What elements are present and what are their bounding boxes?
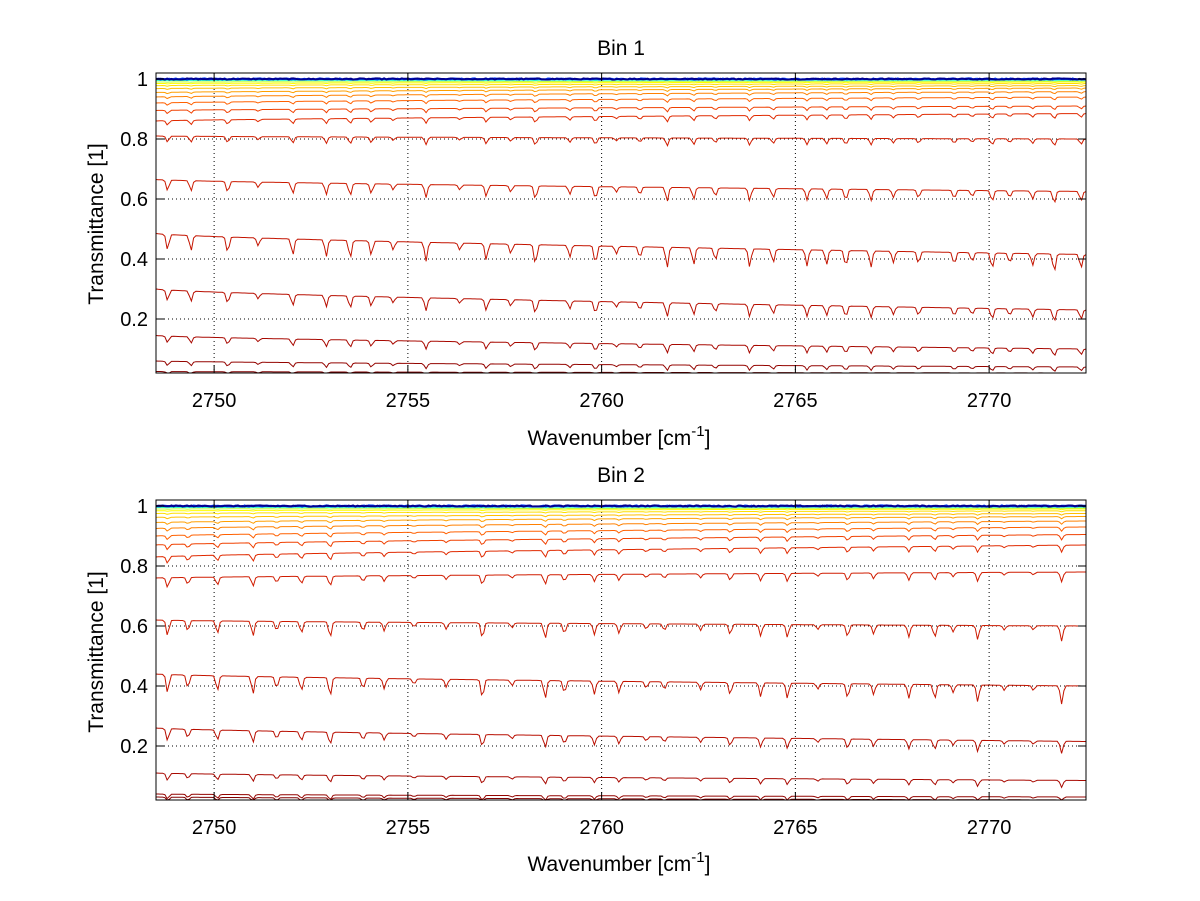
bin-1-series-line-8 <box>155 87 1087 95</box>
bin-1-series-line-10 <box>155 96 1087 106</box>
bin-2-series-line-7 <box>155 513 1086 520</box>
bin-2-ytick-label-0: 0.2 <box>120 736 148 758</box>
bin-2-xlabel-end: ] <box>705 853 711 876</box>
bin-2-ytick-label-4: 1 <box>137 496 148 518</box>
bin-1-xtick-label-3: 2765 <box>773 390 818 412</box>
bin-2-series-line-0 <box>155 504 1087 508</box>
bin-1-series-line-13 <box>156 135 1087 147</box>
bin-2-series-line-16 <box>155 727 1086 754</box>
bin-1-ytick-label-4: 1 <box>137 69 148 91</box>
bin-2-xlabel-sup: -1 <box>691 849 704 866</box>
bin-2-series-line-14 <box>155 619 1086 642</box>
bin-2-xlabel-main: Wavenumber [cm <box>528 853 692 876</box>
bin-1-series-line-16 <box>155 288 1087 322</box>
bin-1-series-line-14 <box>155 179 1087 204</box>
bin-2-series-line-15 <box>155 673 1086 705</box>
bin-2-axes-frame <box>155 499 1087 801</box>
bin-2-series-line-4 <box>156 507 1086 510</box>
bin-2-series-line-8 <box>155 516 1086 525</box>
bin-2-title: Bin 2 <box>597 464 645 487</box>
bin-2-ticks: 2750 2755 2760 2765 2770 0.2 0.4 0.6 0.8 1 <box>120 496 1086 839</box>
bin-1-series-line-5 <box>156 81 1087 85</box>
bin-1-ylabel: Transmittance [1] <box>85 143 108 304</box>
bin-1-series-line-12 <box>155 113 1087 126</box>
bin-2-xtick-label-1: 2755 <box>386 817 431 839</box>
bin-2-ytick-label-3: 0.8 <box>120 556 148 578</box>
bin-1-xtick-label-2: 2760 <box>579 390 624 412</box>
bin-2-panel: Bin 2 Transmittance [1] Wavenumber [cm-1… <box>85 464 1087 876</box>
bin-2-series-line-9 <box>155 520 1086 532</box>
bin-1-series-line-9 <box>155 91 1087 100</box>
bin-2-xtick-label-4: 2770 <box>967 817 1012 839</box>
bin-1-xlabel: Wavenumber [cm-1] <box>528 423 711 450</box>
bin-2-xtick-label-3: 2765 <box>773 817 818 839</box>
bin-1-axes-frame <box>155 72 1087 374</box>
bin-1-xtick-label-4: 2770 <box>967 390 1012 412</box>
bin-1-xtick-label-0: 2750 <box>192 390 237 412</box>
bin-1-xlabel-main: Wavenumber [cm <box>528 427 692 450</box>
bin-1-series <box>155 77 1087 374</box>
bin-2-series-line-11 <box>155 534 1086 551</box>
bin-1-panel: Bin 1 Transmittance [1] Wavenumber [cm-1… <box>85 37 1087 450</box>
bin-1-title: Bin 1 <box>597 37 645 60</box>
bin-2-series-line-10 <box>155 526 1086 541</box>
bin-2-ytick-label-2: 0.6 <box>120 616 148 638</box>
bin-1-ytick-label-1: 0.4 <box>120 249 148 271</box>
bin-1-series-line-17 <box>155 335 1087 356</box>
bin-2-ylabel: Transmittance [1] <box>85 571 108 732</box>
bin-1-series-line-7 <box>156 85 1087 90</box>
bin-1-xlabel-end: ] <box>705 427 711 450</box>
bin-1-series-line-0 <box>155 77 1087 81</box>
bin-2-xlabel: Wavenumber [cm-1] <box>528 849 711 876</box>
bin-2-series-line-12 <box>155 544 1086 564</box>
bin-2-series-line-18 <box>156 793 1086 801</box>
bin-2-series-line-13 <box>155 571 1086 589</box>
bin-2-series-line-5 <box>156 508 1086 512</box>
bin-1-xtick-label-1: 2755 <box>386 390 431 412</box>
bin-2-series-line-6 <box>156 510 1086 515</box>
bin-1-series-line-4 <box>156 80 1086 83</box>
bin-2-xtick-label-0: 2750 <box>192 817 237 839</box>
bin-1-ytick-label-3: 0.8 <box>120 129 148 151</box>
bin-1-ytick-label-0: 0.2 <box>120 309 148 331</box>
bin-2-xtick-label-2: 2760 <box>579 817 624 839</box>
bin-1-series-line-18 <box>155 360 1087 372</box>
bin-1-series-line-11 <box>155 105 1087 115</box>
bin-1-series-line-6 <box>156 83 1087 87</box>
bin-2-ytick-label-1: 0.4 <box>120 676 148 698</box>
bin-1-ytick-label-2: 0.6 <box>120 189 148 211</box>
bin-1-xlabel-sup: -1 <box>691 423 704 440</box>
bin-1-series-line-15 <box>155 233 1087 272</box>
bin-1-ticks: 2750 2755 2760 2765 2770 0.2 0.4 0.6 0.8 1 <box>120 69 1086 412</box>
bin-2-series-line-17 <box>155 772 1086 789</box>
